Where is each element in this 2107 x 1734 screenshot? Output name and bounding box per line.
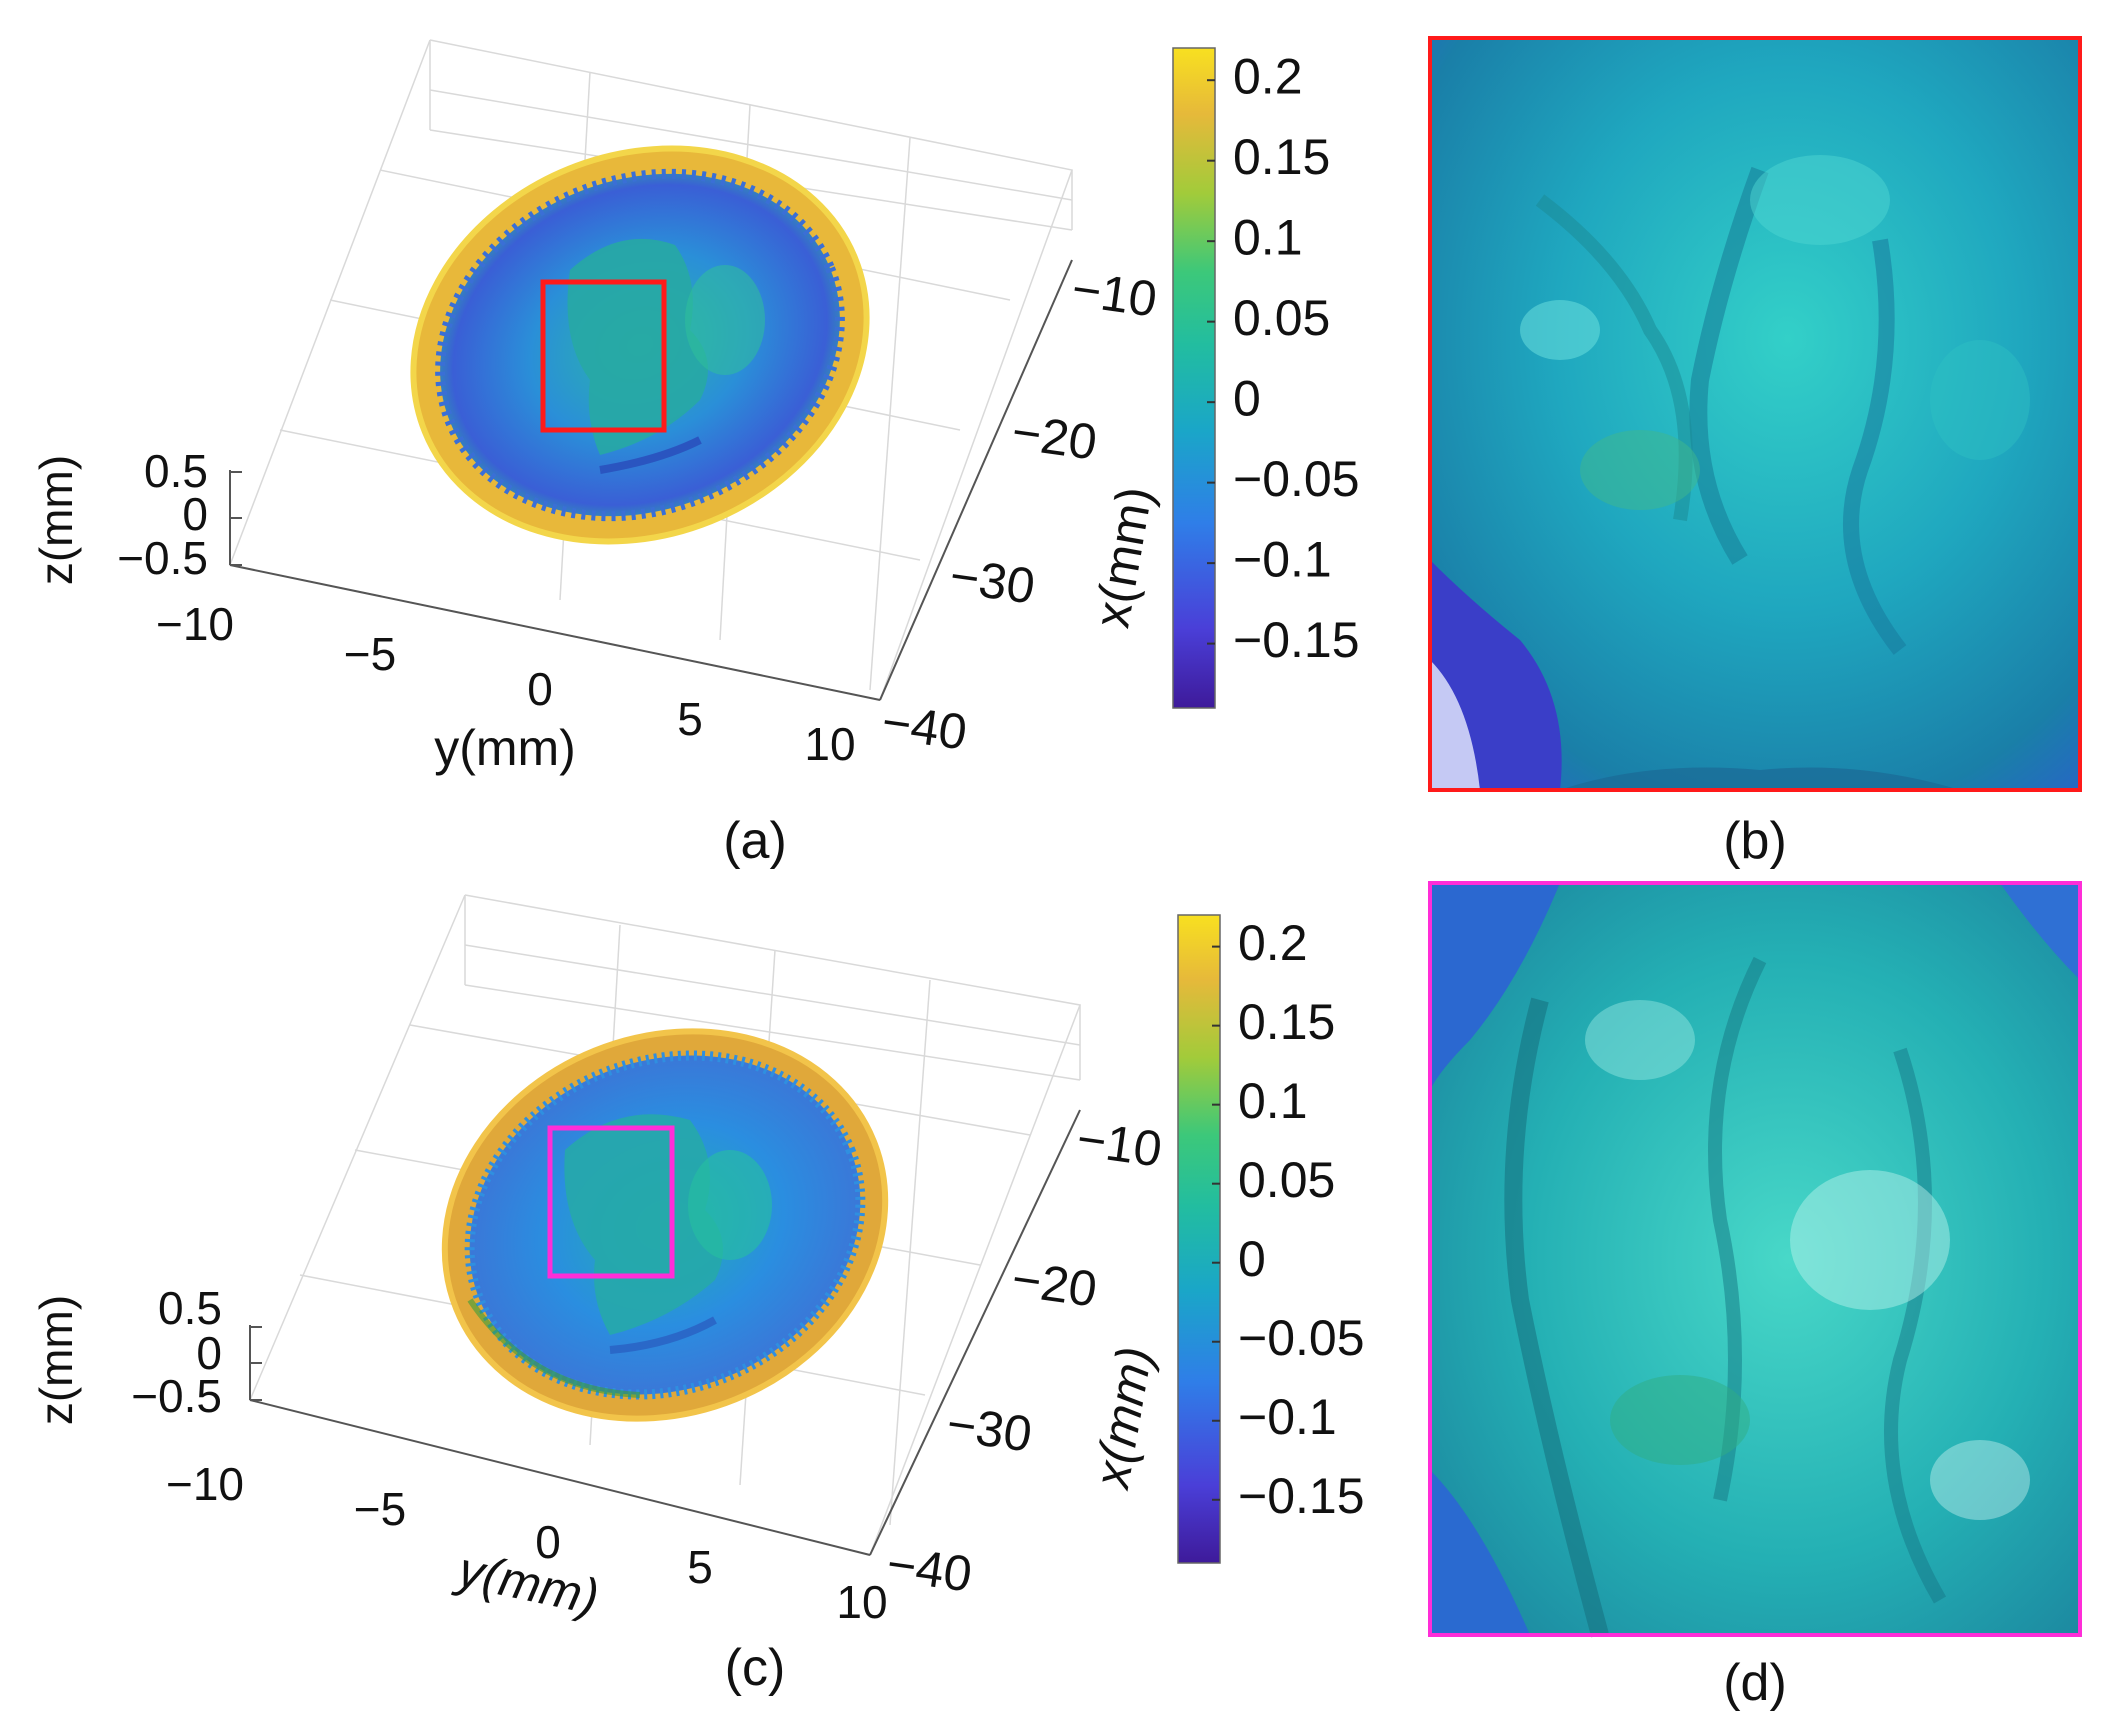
colorbar-tick-label-a-7: −0.15 — [1233, 612, 1360, 668]
x-tick-a-1: −20 — [1008, 403, 1100, 470]
caption-b: (b) — [1723, 812, 1787, 870]
y-tick-c-1: −5 — [354, 1483, 406, 1535]
z-tick-a-0: 0.5 — [144, 445, 208, 497]
y-tick-a-4: 10 — [804, 718, 855, 770]
panel-c: 0.5 0 −0.5 z(mm) −10 −5 0 5 10 y(mm) −10… — [30, 894, 1365, 1697]
colorbar-tick-label-c-4: 0 — [1238, 1231, 1266, 1287]
y-tick-c-0: −10 — [166, 1458, 244, 1510]
x-tick-a-3: −40 — [878, 693, 970, 760]
y-label-c: y(mm) — [451, 1541, 604, 1626]
x-axis-c: −10 −20 −30 −40 x(mm) — [883, 1110, 1165, 1602]
x-tick-a-0: −10 — [1068, 260, 1160, 327]
x-label-c: x(mm) — [1083, 1342, 1163, 1493]
colorbar-tick-label-a-5: −0.05 — [1233, 451, 1360, 507]
colorbar-ticks-c: 0.2 0.15 0.1 0.05 0 −0.05 −0.1 −0.15 — [1212, 915, 1365, 1524]
zoom-image-b — [1430, 38, 2080, 790]
caption-a: (a) — [723, 812, 787, 870]
y-tick-a-2: 0 — [527, 663, 553, 715]
z-axis-a: 0.5 0 −0.5 z(mm) — [30, 445, 242, 585]
y-tick-c-2: 0 — [535, 1516, 561, 1568]
y-axis-c: −10 −5 0 5 10 y(mm) — [166, 1458, 888, 1628]
colorbar-ticks-a: 0.2 0.15 0.1 0.05 0 −0.05 −0.1 −0.15 — [1207, 48, 1360, 668]
panel-d: (d) — [1428, 881, 2082, 1712]
colorbar-c: 0.2 0.15 0.1 0.05 0 −0.05 −0.1 −0.15 — [1177, 914, 1365, 1564]
z-tick-a-2: −0.5 — [117, 532, 208, 584]
z-tick-c-1: 0 — [196, 1327, 222, 1379]
colorbar-tick-label-c-7: −0.15 — [1238, 1468, 1365, 1524]
caption-c: (c) — [725, 1639, 786, 1697]
y-tick-a-1: −5 — [344, 628, 396, 680]
y-label-a: y(mm) — [434, 720, 576, 776]
caption-d: (d) — [1723, 1654, 1787, 1712]
colorbar-tick-label-c-5: −0.05 — [1238, 1310, 1365, 1366]
zoom-frame-b — [1428, 36, 2082, 792]
z-tick-c-2: −0.5 — [131, 1370, 222, 1422]
y-tick-c-4: 10 — [836, 1576, 887, 1628]
y-tick-a-0: −10 — [156, 598, 234, 650]
x-tick-c-3: −40 — [883, 1535, 975, 1602]
colorbar-a: 0.2 0.15 0.1 0.05 0 −0.05 −0.1 −0.15 — [1172, 47, 1360, 709]
y-tick-a-3: 5 — [677, 693, 703, 745]
z-label-c: z(mm) — [30, 1295, 82, 1425]
colorbar-tick-label-a-0: 0.2 — [1233, 48, 1303, 104]
x-axis-a: −10 −20 −30 −40 x(mm) — [878, 260, 1163, 760]
x-label-a: x(mm) — [1083, 482, 1163, 631]
coin-surface-c — [441, 1028, 889, 1422]
colorbar-tick-label-c-1: 0.15 — [1238, 994, 1335, 1050]
panel-b: (b) — [1428, 36, 2082, 870]
zoom-image-d — [1430, 883, 2080, 1638]
colorbar-tick-label-c-6: −0.1 — [1238, 1389, 1337, 1445]
roi-box-c — [547, 1125, 675, 1279]
colorbar-tick-label-a-4: 0 — [1233, 370, 1261, 426]
colorbar-tick-label-a-2: 0.1 — [1233, 209, 1303, 265]
colorbar-tick-label-a-6: −0.1 — [1233, 531, 1332, 587]
z-label-a: z(mm) — [30, 455, 82, 585]
colorbar-tick-label-a-3: 0.05 — [1233, 290, 1330, 346]
x-tick-a-2: −30 — [946, 547, 1038, 614]
panel-a: 0.5 0 −0.5 z(mm) −10 −5 0 5 10 y(mm) −10… — [30, 39, 1360, 870]
colorbar-bar-a — [1172, 47, 1216, 709]
roi-box-a — [540, 279, 667, 433]
x-tick-c-1: −20 — [1008, 1250, 1100, 1317]
colorbar-tick-label-a-1: 0.15 — [1233, 129, 1330, 185]
colorbar-bar-c — [1177, 914, 1221, 1564]
colorbar-tick-label-c-2: 0.1 — [1238, 1073, 1308, 1129]
colorbar-tick-label-c-0: 0.2 — [1238, 915, 1308, 971]
x-tick-c-2: −30 — [943, 1395, 1035, 1462]
x-tick-c-0: −10 — [1073, 1110, 1165, 1177]
colorbar-tick-label-c-3: 0.05 — [1238, 1152, 1335, 1208]
z-tick-c-0: 0.5 — [158, 1282, 222, 1334]
zoom-frame-d — [1428, 881, 2082, 1637]
y-tick-c-3: 5 — [687, 1541, 713, 1593]
y-axis-a: −10 −5 0 5 10 y(mm) — [156, 598, 856, 776]
z-axis-c: 0.5 0 −0.5 z(mm) — [30, 1282, 262, 1425]
z-tick-a-1: 0 — [182, 488, 208, 540]
coin-surface-a — [410, 145, 870, 545]
